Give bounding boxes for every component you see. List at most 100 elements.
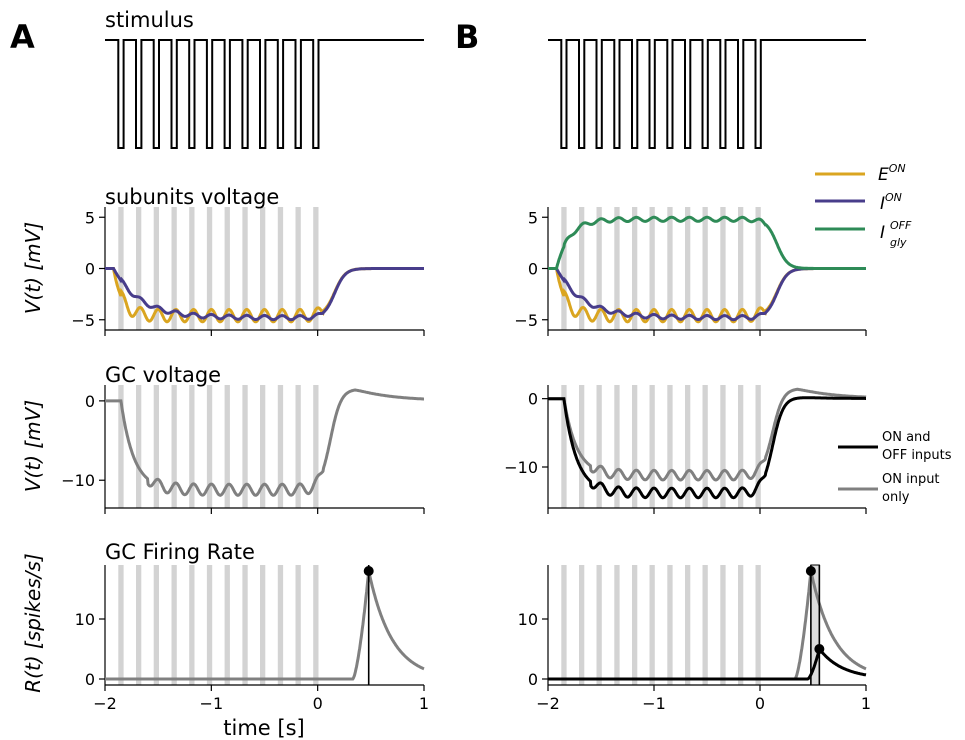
- panel-b-firing-rate-y-tick-label: 10: [518, 610, 538, 629]
- panel-b-gc-voltage-series-on-input-only: [548, 387, 867, 482]
- panel-a-stimulus-trace: [105, 39, 424, 149]
- subunits-legend: EON ION I OFF gly: [815, 162, 912, 249]
- legend-label-on-off-line1: ON and: [882, 430, 931, 445]
- panel-b-subunits-flash-band: [702, 207, 708, 330]
- panel-a-firing-rate-flash-band: [295, 565, 301, 685]
- panel-b-gc-voltage-y-tick-label: −10: [504, 458, 538, 477]
- panel-a-gc-voltage-series-on-input-only: [105, 388, 424, 497]
- legend-label-on-only-line1: ON input: [882, 472, 940, 487]
- panel-b-gc-voltage-flash-band: [632, 385, 638, 508]
- panel-a-subunits-y-tick-label: 0: [85, 260, 95, 279]
- panel-a-gc-voltage-flash-band: [295, 385, 301, 508]
- panel-a-firing-rate-flash-band: [206, 565, 213, 685]
- panel-b-firing-rate-flash-band: [702, 565, 708, 685]
- panel-a-firing-rate-flash-band: [277, 565, 284, 685]
- panel-a-firing-rate-flash-band: [313, 565, 319, 685]
- panel-b-firing-rate-x-tick-label: 0: [755, 694, 765, 713]
- panel-b-gc-voltage-flash-band: [738, 385, 744, 508]
- panel-a-subunits-flash-band: [189, 207, 195, 330]
- panel-a-gc-voltage-flash-band: [171, 385, 177, 508]
- panel-b-subunits-flash-band: [632, 207, 638, 330]
- panel-a-subunits-flash-band: [295, 207, 301, 330]
- panel-a-firing-rate-flash-band: [260, 565, 266, 685]
- gc-voltage-title: GC voltage: [105, 363, 221, 387]
- panel-b-subunits-flash-band: [685, 207, 691, 330]
- panel-a-gc-voltage-y-tick-label: 0: [85, 392, 95, 411]
- panel-b-firing-rate-series-on-off-inputs: [548, 645, 867, 681]
- panel-b-subunits-y-tick-label: −5: [514, 311, 538, 330]
- panel-a-firing-rate-flash-band: [189, 565, 195, 685]
- panel-b-subunits-y-tick-label: 5: [528, 208, 538, 227]
- panel-b-firing-rate-flash-band: [667, 565, 673, 685]
- panel-b-gc-voltage-flash-band: [614, 385, 620, 508]
- panel-a-firing-rate-flash-band: [242, 565, 248, 685]
- panel-b-firing-rate-x-tick-label: 1: [861, 694, 871, 713]
- panel-b-subunits-flash-band: [614, 207, 620, 330]
- panel-a-subunits-flash-band: [171, 207, 177, 330]
- panel-b-gc-voltage-flash-band: [649, 385, 655, 508]
- flash-band-layer: [118, 207, 820, 686]
- firing-rate-ylabel: R(t) [spikes/s]: [21, 553, 45, 692]
- panel-b-subunits-flash-band: [561, 207, 567, 330]
- panel-a-subunits-flash-band: [136, 207, 142, 330]
- panel-b-firing-rate-flash-band: [738, 565, 744, 685]
- panel-a-subunits-flash-band: [206, 207, 213, 330]
- panel-b-gc-voltage-flash-band: [596, 385, 602, 508]
- legend-label-i-gly-off: I OFF gly: [880, 219, 912, 249]
- legend-label-e-on: EON: [878, 162, 906, 185]
- panel-b-subunits-flash-band: [579, 207, 585, 330]
- gc-firing-rate-title: GC Firing Rate: [105, 540, 255, 564]
- panel-a-subunits-series-i-on: [105, 267, 424, 322]
- panel-b-subunits-flash-band: [755, 207, 761, 330]
- panel-b-stimulus-trace: [548, 39, 866, 149]
- panel-b-firing-rate-x-tick-label: −1: [642, 694, 666, 713]
- panel-b-firing-rate-flash-band: [649, 565, 655, 685]
- panel-b-firing-rate-flash-band: [720, 565, 726, 685]
- subunits-voltage-title: subunits voltage: [105, 185, 279, 209]
- panel-b-subunits-flash-band: [667, 207, 673, 330]
- gc-voltage-ylabel: V(t) [mV]: [21, 400, 45, 492]
- panel-b-firing-rate-x-tick-label: −2: [536, 694, 560, 713]
- panel-b-firing-rate-flash-band: [561, 565, 567, 685]
- panel-b-subunits-flash-band: [720, 207, 726, 330]
- panel-b-gc-voltage-flash-band: [561, 385, 567, 508]
- panel-b-subunits-flash-band: [596, 207, 602, 330]
- panel-a-firing-rate-y-tick-label: 0: [85, 670, 95, 689]
- panel-b-gc-voltage-series-on-off-inputs: [548, 396, 866, 500]
- panel-letter-a: A: [10, 18, 35, 56]
- legend-label-on-only-line2: only: [882, 490, 910, 505]
- panel-a-gc-voltage-flash-band: [118, 385, 124, 508]
- panel-a-subunits-flash-band: [260, 207, 266, 330]
- panel-a-firing-rate-x-tick-label: −1: [200, 694, 224, 713]
- gc-voltage-legend: ON and OFF inputs ON input only: [838, 430, 952, 505]
- panel-b-subunits-series-i-gly-off: [548, 215, 866, 270]
- panel-b-gc-voltage-flash-band: [685, 385, 691, 508]
- panel-b-firing-rate-flash-band: [596, 565, 602, 685]
- panel-b-gc-voltage-flash-band: [579, 385, 585, 508]
- panel-b-firing-rate-flash-band: [755, 565, 761, 685]
- panel-b-firing-rate-y-tick-label: 0: [528, 670, 538, 689]
- panel-a-firing-rate-flash-band: [224, 565, 230, 685]
- x-axis-label: time [s]: [223, 716, 304, 740]
- panel-a-firing-rate-flash-band: [136, 565, 142, 685]
- panel-letter-b: B: [455, 18, 479, 56]
- panel-b-gc-voltage-flash-band: [755, 385, 761, 508]
- panel-b-gc-voltage-y-tick-label: 0: [528, 390, 538, 409]
- panel-a-firing-rate-flash-band: [171, 565, 177, 685]
- panel-b-firing-rate-flash-band: [579, 565, 585, 685]
- stimulus-title: stimulus: [105, 8, 194, 32]
- panel-a-firing-rate-x-tick-label: 0: [313, 694, 323, 713]
- panel-a-subunits-flash-band: [224, 207, 230, 330]
- panel-a-gc-voltage-y-tick-label: −10: [61, 471, 95, 490]
- panel-a-gc-voltage-flash-band: [206, 385, 213, 508]
- panel-b-firing-rate-flash-band: [685, 565, 691, 685]
- panel-b-subunits-flash-band: [649, 207, 655, 330]
- panel-a-gc-voltage-flash-band: [313, 385, 319, 508]
- panel-a-subunits-flash-band: [242, 207, 248, 330]
- panel-b-firing-rate-flash-band: [614, 565, 620, 685]
- panel-a-gc-voltage-flash-band: [189, 385, 195, 508]
- panel-b-subunits-flash-band: [738, 207, 744, 330]
- panel-b-firing-rate-flash-band: [632, 565, 638, 685]
